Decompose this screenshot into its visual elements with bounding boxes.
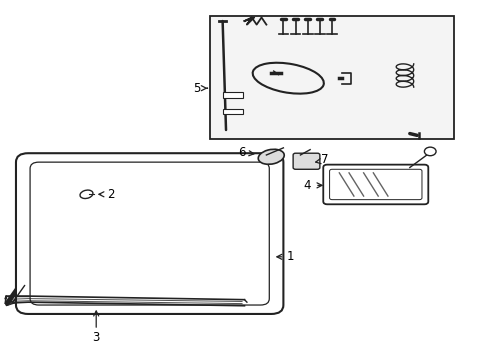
Text: 4: 4: [303, 179, 310, 192]
Text: 6: 6: [237, 146, 245, 159]
Bar: [210, 16, 453, 139]
Text: 2: 2: [107, 188, 114, 201]
Ellipse shape: [80, 190, 93, 198]
Bar: [222, 109, 243, 114]
FancyBboxPatch shape: [16, 153, 283, 314]
Polygon shape: [6, 296, 28, 306]
Text: 3: 3: [92, 331, 100, 344]
FancyBboxPatch shape: [323, 165, 427, 204]
FancyBboxPatch shape: [292, 153, 319, 169]
Circle shape: [424, 147, 435, 156]
Text: 7: 7: [320, 153, 328, 166]
Text: 5: 5: [193, 82, 200, 95]
Ellipse shape: [258, 149, 284, 164]
Bar: [222, 93, 243, 98]
Text: 1: 1: [286, 250, 294, 263]
